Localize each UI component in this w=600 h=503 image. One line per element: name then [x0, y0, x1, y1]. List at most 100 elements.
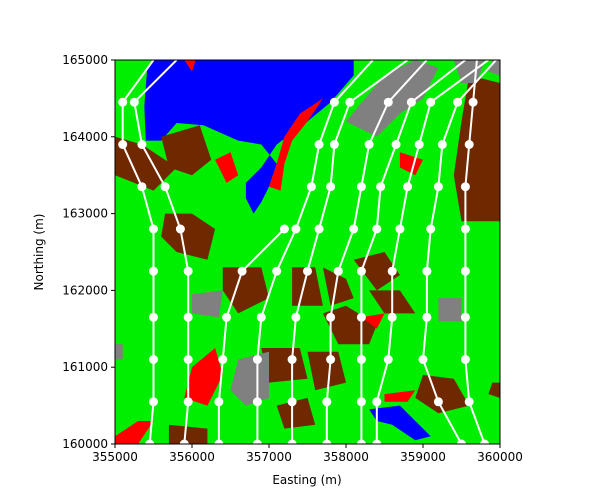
- flow-point-2-1: [237, 266, 247, 276]
- flow-point-0-8: [149, 397, 158, 407]
- flow-point-7-4: [395, 224, 405, 234]
- soil-region-18: [488, 382, 500, 398]
- edge-region-26: [184, 348, 223, 406]
- flow-point-8-5: [422, 266, 432, 276]
- flow-point-5-7: [326, 355, 336, 364]
- flow-point-1-7: [183, 355, 193, 364]
- flow-point-3-3: [306, 182, 316, 192]
- flow-point-8-1: [453, 97, 463, 107]
- water-region-0: [144, 60, 354, 214]
- soil-region-13: [307, 351, 346, 391]
- y-tick-label: 160000: [62, 437, 108, 451]
- flow-point-0-2: [118, 140, 128, 149]
- y-tick-label: 164000: [62, 130, 108, 144]
- plot-frame: [114, 59, 501, 445]
- flow-point-8-8: [433, 397, 443, 407]
- flow-point-5-2: [364, 140, 374, 149]
- flow-point-1-8: [183, 397, 193, 407]
- flow-point-4-1: [345, 97, 355, 107]
- flow-point-5-4: [349, 224, 359, 234]
- x-tick-label: 357000: [246, 450, 292, 464]
- flow-path-6: [360, 60, 467, 444]
- rock-region-25: [115, 344, 123, 360]
- flow-point-9-1: [468, 97, 478, 107]
- flow-point-8-3: [433, 182, 443, 192]
- flow-point-4-8: [287, 397, 297, 407]
- flow-path-5: [325, 60, 428, 444]
- flow-point-9-3: [460, 182, 470, 192]
- flow-point-6-2: [391, 140, 401, 149]
- flow-point-1-1: [129, 97, 139, 107]
- flow-point-9-8: [464, 397, 474, 407]
- flow-point-0-3: [137, 182, 147, 192]
- x-axis-ticks: 355000 356000 357000 358000 359000 360000: [92, 444, 523, 464]
- flow-point-4-4: [314, 224, 324, 234]
- flow-point-7-5: [387, 266, 397, 276]
- flow-point-4-5: [303, 266, 312, 276]
- flow-path-9: [464, 60, 486, 444]
- flow-path-1: [133, 60, 190, 444]
- soil-region-3: [115, 136, 177, 191]
- soil-region-17: [415, 374, 470, 414]
- x-tick-label: 360000: [477, 450, 523, 464]
- flow-point-7-6: [387, 312, 397, 322]
- edge-region-28: [361, 313, 385, 329]
- flow-point-2-4: [214, 397, 224, 407]
- flow-point-1-3: [160, 182, 170, 192]
- flow-point-6-8: [356, 397, 366, 407]
- flow-point-0-4: [149, 224, 158, 234]
- flow-point-1-6: [183, 312, 193, 322]
- flow-path-2: [217, 228, 286, 444]
- soil-region-5: [161, 213, 216, 260]
- flow-point-1-2: [137, 140, 147, 149]
- flow-point-0-5: [149, 266, 158, 276]
- y-tick-label: 161000: [62, 360, 108, 374]
- flow-point-6-7: [356, 355, 366, 364]
- flow-point-5-6: [326, 312, 336, 322]
- edge-region-27: [115, 421, 154, 444]
- x-tick-label: 356000: [169, 450, 215, 464]
- soil-region-7: [292, 267, 323, 306]
- flow-point-3-4: [291, 224, 301, 234]
- flow-point-6-5: [356, 266, 366, 276]
- soil-region-9: [322, 305, 377, 345]
- edge-region-1: [269, 98, 323, 191]
- y-tick-label: 162000: [62, 283, 108, 297]
- flow-point-8-2: [437, 140, 447, 149]
- flow-point-8-6: [422, 312, 432, 322]
- flow-point-3-7: [252, 355, 262, 364]
- flow-point-5-1: [383, 97, 393, 107]
- flow-point-3-6: [256, 312, 266, 322]
- flow-point-6-3: [376, 182, 386, 192]
- flow-point-3-1: [329, 97, 339, 107]
- x-axis-label: Easting (m): [272, 473, 341, 487]
- flow-path-7: [375, 60, 489, 444]
- flow-point-7-1: [426, 97, 436, 107]
- soil-region-8: [322, 267, 354, 306]
- flow-path-8: [421, 60, 497, 444]
- flow-paths-layer: [121, 60, 497, 444]
- flow-path-3: [256, 60, 374, 444]
- edge-region-32: [399, 152, 423, 176]
- flow-point-8-7: [418, 355, 428, 364]
- flow-point-8-4: [426, 224, 436, 234]
- water-region-30: [369, 405, 431, 441]
- flow-point-9-7: [460, 355, 470, 364]
- flow-point-9-4: [460, 224, 470, 234]
- y-tick-label: 165000: [62, 53, 108, 67]
- flow-point-5-3: [356, 182, 366, 192]
- flow-point-9-5: [460, 266, 470, 276]
- flow-point-2-3: [218, 355, 228, 364]
- flow-path-4: [291, 60, 409, 444]
- flow-point-5-5: [333, 266, 343, 276]
- flow-point-5-8: [322, 397, 332, 407]
- flow-point-1-4: [175, 224, 185, 234]
- x-tick-label: 358000: [323, 450, 369, 464]
- soil-region-4: [161, 125, 212, 176]
- flow-point-2-2: [222, 312, 232, 322]
- flow-point-7-3: [403, 182, 413, 192]
- soil-region-15: [168, 424, 208, 444]
- flow-point-6-1: [406, 97, 416, 107]
- flow-point-9-6: [460, 312, 470, 322]
